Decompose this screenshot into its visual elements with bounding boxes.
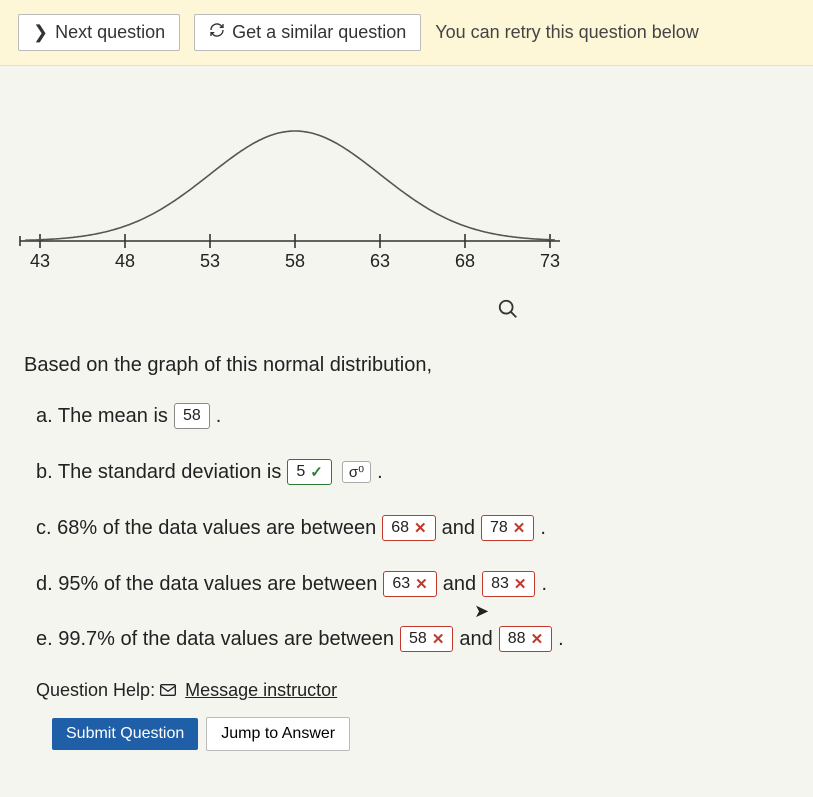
answer-box-d1[interactable]: 63 ✕ (383, 571, 436, 597)
answer-value: 58 (183, 407, 201, 425)
q-c-prefix: c. 68% of the data values are between (36, 517, 376, 540)
question-d: d. 95% of the data values are between 63… (24, 571, 789, 597)
answer-value: 68 (391, 519, 409, 537)
q-a-prefix: a. The mean is (36, 405, 168, 428)
svg-text:48: 48 (115, 251, 135, 271)
q-e-mid: and (459, 628, 492, 651)
message-instructor-link[interactable]: Message instructor (185, 680, 337, 700)
question-e: e. 99.7% of the data values are between … (24, 626, 789, 652)
q-d-prefix: d. 95% of the data values are between (36, 573, 377, 596)
q-a-suffix: . (216, 405, 222, 428)
submit-question-button[interactable]: Submit Question (52, 718, 198, 750)
intro-text: Based on the graph of this normal distri… (24, 354, 789, 377)
answer-box-d2[interactable]: 83 ✕ (482, 571, 535, 597)
answer-value: 63 (392, 575, 410, 593)
next-question-label: Next question (55, 22, 165, 43)
answer-box-c1[interactable]: 68 ✕ (382, 515, 435, 541)
cursor-icon: ➤ (474, 601, 813, 622)
q-d-suffix: . (541, 573, 547, 596)
answer-value: 5 (296, 463, 305, 481)
q-c-suffix: . (540, 517, 546, 540)
q-e-prefix: e. 99.7% of the data values are between (36, 628, 394, 651)
x-icon: ✕ (415, 575, 428, 593)
mail-icon (160, 680, 181, 700)
x-icon: ✕ (514, 575, 527, 593)
question-c: c. 68% of the data values are between 68… (24, 515, 789, 541)
svg-text:43: 43 (30, 251, 50, 271)
svg-text:73: 73 (540, 251, 560, 271)
svg-text:58: 58 (285, 251, 305, 271)
answer-value: 88 (508, 630, 526, 648)
next-question-button[interactable]: ❯ Next question (18, 14, 180, 51)
normal-distribution-graph: 43 48 53 58 63 68 73 (10, 106, 789, 292)
question-a: a. The mean is 58 . (24, 403, 789, 429)
q-e-suffix: . (558, 628, 564, 651)
svg-text:53: 53 (200, 251, 220, 271)
svg-text:68: 68 (455, 251, 475, 271)
q-b-prefix: b. The standard deviation is (36, 461, 281, 484)
chevron-right-icon: ❯ (33, 22, 48, 43)
answer-value: 83 (491, 575, 509, 593)
jump-to-answer-button[interactable]: Jump to Answer (206, 717, 350, 751)
x-icon: ✕ (414, 519, 427, 537)
bottom-buttons: Submit Question Jump to Answer (24, 717, 789, 751)
answer-box-a[interactable]: 58 (174, 403, 210, 429)
x-icon: ✕ (513, 519, 526, 537)
question-b: b. The standard deviation is 5 ✓ σ⁰ . (24, 459, 789, 485)
help-label: Question Help: (36, 680, 155, 700)
x-icon: ✕ (432, 630, 445, 648)
similar-question-button[interactable]: Get a similar question (194, 14, 421, 51)
svg-text:63: 63 (370, 251, 390, 271)
check-icon: ✓ (310, 463, 323, 481)
q-d-mid: and (443, 573, 476, 596)
answer-box-c2[interactable]: 78 ✕ (481, 515, 534, 541)
refresh-icon (209, 22, 225, 43)
question-content: 43 48 53 58 63 68 73 Based on the graph of thi… (0, 66, 813, 761)
answer-value: 78 (490, 519, 508, 537)
question-help: Question Help: Message instructor (24, 680, 789, 701)
answer-box-e2[interactable]: 88 ✕ (499, 626, 552, 652)
answer-box-e1[interactable]: 58 ✕ (400, 626, 453, 652)
q-c-mid: and (442, 517, 475, 540)
formula-button[interactable]: σ⁰ (342, 461, 371, 483)
answer-box-b[interactable]: 5 ✓ (287, 459, 331, 485)
action-bar: ❯ Next question Get a similar question Y… (0, 0, 813, 66)
similar-question-label: Get a similar question (232, 22, 406, 43)
q-b-suffix: . (377, 461, 383, 484)
zoom-icon[interactable] (24, 298, 519, 326)
x-icon: ✕ (531, 630, 544, 648)
answer-value: 58 (409, 630, 427, 648)
retry-text: You can retry this question below (435, 22, 699, 43)
